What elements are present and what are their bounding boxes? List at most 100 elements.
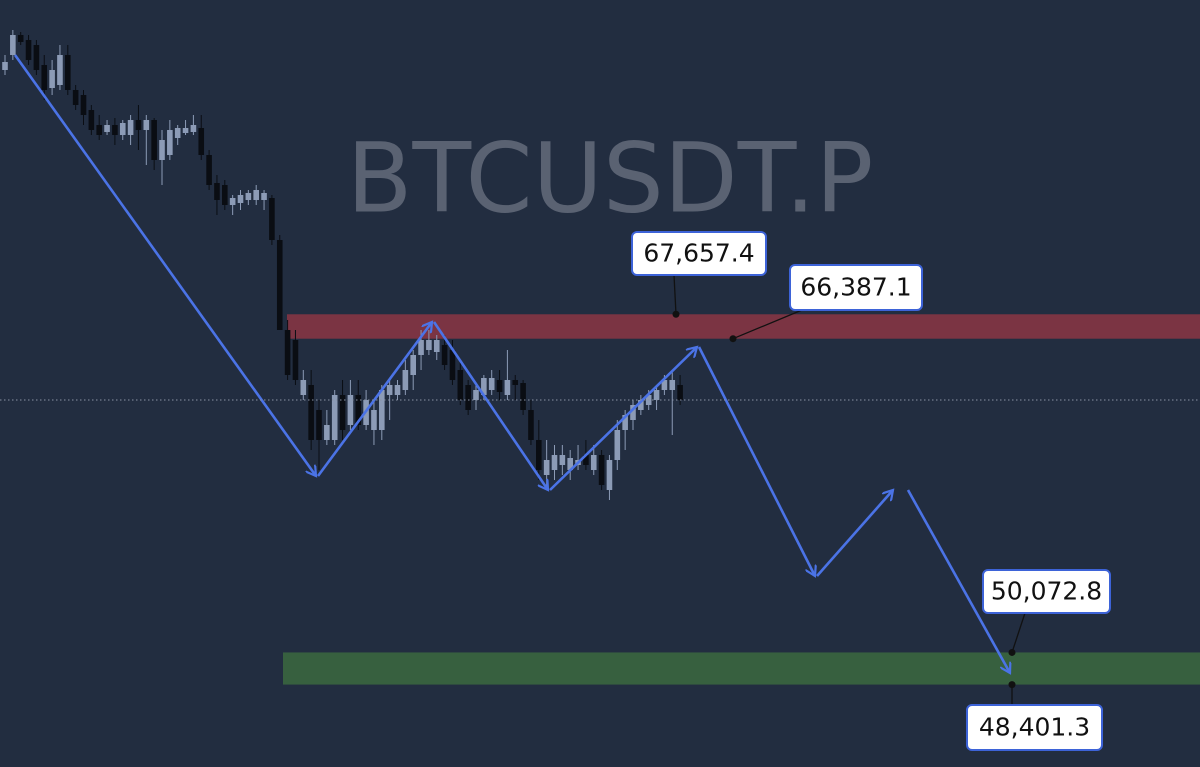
- candle-body: [182, 128, 189, 133]
- candle-body: [104, 125, 110, 132]
- candle-body: [504, 380, 511, 395]
- arrow: [816, 490, 893, 577]
- candle-body: [25, 40, 32, 60]
- candle-body: [159, 140, 165, 160]
- label-anchor: [1008, 648, 1016, 656]
- candle-body: [65, 55, 71, 90]
- label-box: [966, 704, 1103, 751]
- arrow: [316, 322, 432, 477]
- candle-body: [590, 455, 597, 470]
- candle-body: [583, 455, 589, 465]
- candle-body: [57, 55, 63, 85]
- candle-body: [528, 410, 534, 440]
- candle-body: [355, 395, 362, 425]
- price-label: 50,072.8: [991, 577, 1102, 606]
- candle-body: [284, 330, 291, 375]
- candle-body: [214, 183, 220, 200]
- label-leader: [1011, 612, 1026, 653]
- candle-body: [551, 455, 558, 470]
- candle-body: [606, 460, 613, 490]
- candle-body: [112, 125, 118, 135]
- candle-body: [151, 120, 157, 160]
- candle-body: [276, 240, 283, 330]
- candle-body: [520, 383, 526, 410]
- candle-body: [402, 370, 409, 390]
- label-leader: [673, 274, 677, 315]
- candle-body: [614, 430, 621, 460]
- candle-body: [41, 65, 48, 90]
- candle-body: [669, 380, 676, 390]
- candle-body: [598, 455, 605, 485]
- candle-body: [72, 90, 79, 105]
- candle-body: [638, 400, 644, 410]
- candle-body: [88, 110, 95, 130]
- candle-body: [622, 415, 628, 430]
- price-label: 48,401.3: [979, 713, 1090, 742]
- candle-body: [379, 390, 385, 430]
- price-label: 67,657.4: [643, 239, 754, 268]
- label-box: [631, 231, 767, 276]
- candle-body: [49, 70, 55, 88]
- candle-body: [433, 340, 440, 352]
- candles: [2, 30, 683, 500]
- candle-body: [441, 345, 448, 365]
- candle-body: [449, 350, 456, 380]
- zone: [283, 652, 1200, 685]
- candle-body: [465, 385, 471, 410]
- candle-body: [261, 193, 267, 200]
- candle-body: [410, 355, 416, 375]
- arrow: [906, 489, 1010, 673]
- candle-body: [536, 440, 542, 470]
- candle-body: [143, 120, 150, 130]
- candle-body: [661, 380, 668, 390]
- candle-body: [331, 395, 338, 440]
- candle-body: [653, 390, 660, 400]
- candle-body: [10, 35, 16, 55]
- candle-body: [339, 395, 346, 430]
- candle-body: [292, 340, 299, 380]
- projection-arrows: [13, 54, 1010, 673]
- label-anchor: [1008, 681, 1016, 689]
- candle-body: [677, 385, 683, 400]
- candle-body: [543, 460, 550, 475]
- zones: [283, 314, 1200, 685]
- arrow: [697, 346, 815, 576]
- candle-body: [253, 190, 259, 200]
- candle-body: [300, 380, 307, 395]
- candle-body: [559, 455, 566, 465]
- candle-body: [488, 378, 495, 390]
- label-box: [982, 569, 1111, 614]
- candle-body: [567, 458, 573, 470]
- candle-body: [96, 125, 102, 135]
- candle-body: [473, 390, 479, 400]
- candle-body: [167, 130, 173, 155]
- candle-body: [457, 370, 464, 400]
- candle-body: [80, 95, 87, 115]
- candle-body: [119, 123, 126, 135]
- candle-body: [174, 128, 181, 138]
- candle-body: [245, 193, 252, 200]
- arrow: [549, 347, 697, 491]
- candle-body: [418, 340, 424, 355]
- candle-body: [2, 62, 8, 70]
- candle-body: [496, 380, 503, 392]
- candle-body: [237, 195, 244, 203]
- arrow: [432, 321, 548, 490]
- label-anchor: [672, 310, 680, 318]
- arrow: [13, 54, 316, 476]
- candle-body: [127, 120, 134, 135]
- candle-body: [198, 128, 205, 155]
- candle-body: [371, 410, 377, 430]
- price-label: 66,387.1: [800, 273, 911, 302]
- candle-body: [222, 185, 228, 205]
- candle-body: [481, 378, 487, 395]
- candle-body: [308, 385, 314, 440]
- candle-body: [206, 155, 212, 185]
- candle-body: [135, 120, 142, 130]
- candle-body: [386, 385, 393, 395]
- label-leader: [732, 309, 803, 340]
- candle-body: [347, 395, 354, 425]
